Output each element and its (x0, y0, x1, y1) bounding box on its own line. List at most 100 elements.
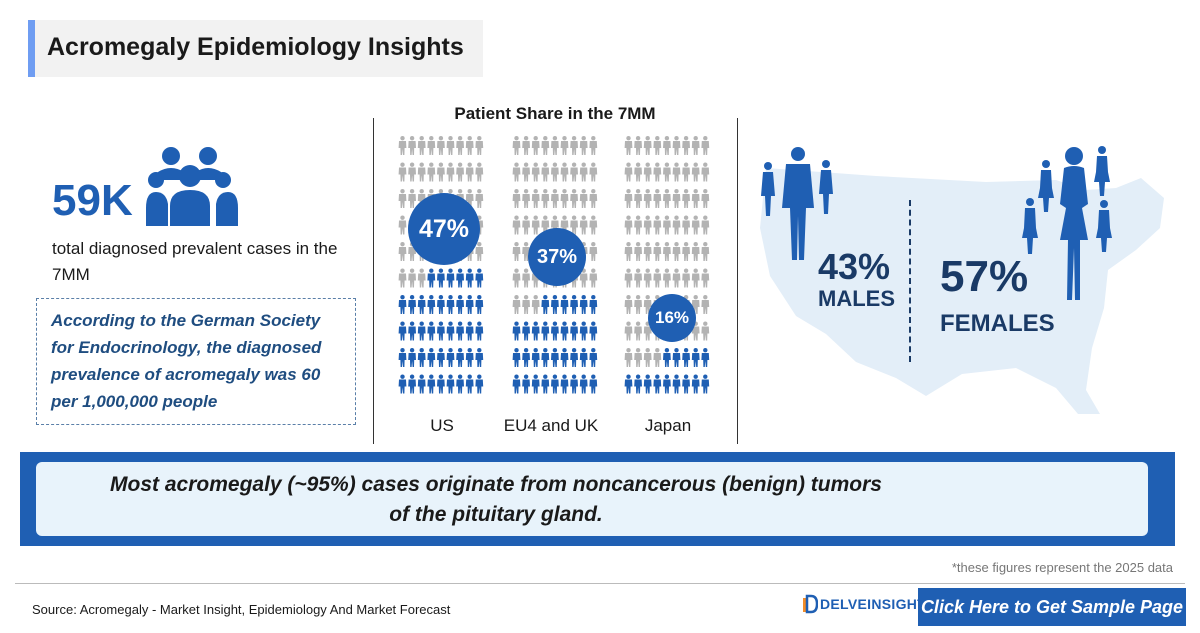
page-title: Acromegaly Epidemiology Insights (47, 33, 464, 61)
fact-banner-text: Most acromegaly (~95%) cases originate f… (36, 470, 956, 530)
eu-person-icon (531, 136, 540, 155)
us-person-icon (446, 321, 455, 341)
male-label: MALES (818, 286, 895, 311)
eu-person-icon (551, 162, 559, 182)
eu-person-icon (512, 189, 521, 208)
us-person-icon (446, 162, 455, 182)
us-person-icon (417, 295, 426, 314)
eu-person-icon (512, 374, 521, 394)
eu-person-icon (589, 162, 598, 182)
eu-person-icon (551, 189, 559, 208)
eu-person-icon (560, 321, 569, 341)
us-person-icon (456, 136, 464, 155)
eu-person-icon (589, 189, 598, 208)
eu-person-icon (579, 374, 588, 394)
us-person-icon (475, 189, 484, 208)
us-person-icon (427, 348, 436, 367)
eu-person-icon (522, 348, 530, 367)
sample-page-button[interactable]: Click Here to Get Sample Page (918, 588, 1186, 626)
us-person-icon (417, 268, 426, 288)
japan-person-icon (624, 268, 633, 288)
japan-person-icon (691, 348, 700, 367)
japan-person-icon (663, 162, 671, 182)
japan-person-icon (701, 242, 710, 261)
eu-person-icon (560, 189, 569, 208)
japan-person-icon (634, 348, 642, 367)
female-pct: 57% (940, 252, 1029, 301)
us-person-icon (417, 162, 426, 182)
us-person-icon (465, 348, 474, 367)
eu-person-icon (541, 189, 550, 208)
quote-box: According to the German Society for Endo… (36, 298, 356, 425)
eu-person-icon (570, 189, 578, 208)
us-person-icon (398, 321, 407, 341)
eu-person-icon (589, 215, 598, 235)
japan-person-icon (701, 348, 710, 367)
eu-person-icon (560, 295, 569, 314)
male-figures-icon (761, 147, 833, 260)
footer-rule (15, 583, 1185, 584)
eu-person-icon (512, 348, 521, 367)
us-person-icon (398, 374, 407, 394)
japan-person-icon (634, 215, 642, 235)
japan-person-icon (701, 162, 710, 182)
japan-person-icon (663, 136, 671, 155)
japan-person-icon (624, 136, 633, 155)
eu-person-icon (560, 348, 569, 367)
eu-person-icon (551, 321, 559, 341)
us-person-icon (456, 348, 464, 367)
us-person-icon (398, 189, 407, 208)
japan-person-icon (653, 348, 662, 367)
us-person-icon (465, 321, 474, 341)
japan-person-icon (691, 162, 700, 182)
japan-person-icon (624, 215, 633, 235)
us-person-icon (427, 374, 436, 394)
us-person-icon (475, 242, 484, 261)
eu-person-icon (589, 374, 598, 394)
eu-person-icon (541, 295, 550, 314)
japan-person-icon (643, 215, 652, 235)
eu-person-icon (589, 136, 598, 155)
japan-person-icon (663, 215, 671, 235)
eu-person-icon (541, 348, 550, 367)
us-person-icon (446, 295, 455, 314)
eu-person-icon (522, 374, 530, 394)
total-cases-description: total diagnosed prevalent cases in the 7… (52, 239, 338, 284)
japan-person-icon (691, 189, 700, 208)
eu-person-icon (531, 162, 540, 182)
eu-person-icon (570, 215, 578, 235)
eu-person-icon (579, 215, 588, 235)
japan-person-icon (701, 295, 710, 314)
eu-person-icon (522, 162, 530, 182)
us-person-icon (417, 136, 426, 155)
japan-person-icon (634, 136, 642, 155)
eu-person-icon (541, 374, 550, 394)
us-person-icon (398, 242, 407, 261)
eu-person-icon (522, 268, 530, 288)
japan-person-icon (682, 136, 690, 155)
us-person-icon (437, 162, 445, 182)
us-person-icon (475, 374, 484, 394)
eu-pct-bubble: 37% (528, 228, 586, 286)
eu-person-icon (589, 321, 598, 341)
japan-person-icon (653, 162, 662, 182)
total-cases-value: 59K (52, 176, 133, 225)
eu-person-icon (570, 295, 578, 314)
us-person-icon (465, 162, 474, 182)
japan-person-icon (682, 189, 690, 208)
eu-person-icon (522, 321, 530, 341)
us-person-icon (398, 348, 407, 367)
us-person-icon (446, 136, 455, 155)
japan-person-icon (663, 189, 671, 208)
eu-person-icon (512, 162, 521, 182)
eu-person-icon (551, 374, 559, 394)
japan-person-icon (624, 321, 633, 341)
us-person-icon (456, 321, 464, 341)
eu-person-icon (531, 348, 540, 367)
japan-person-icon (634, 189, 642, 208)
eu-person-icon (579, 162, 588, 182)
japan-person-icon (634, 295, 642, 314)
divider-left (373, 118, 374, 444)
us-person-icon (408, 348, 416, 367)
us-person-icon (475, 321, 484, 341)
